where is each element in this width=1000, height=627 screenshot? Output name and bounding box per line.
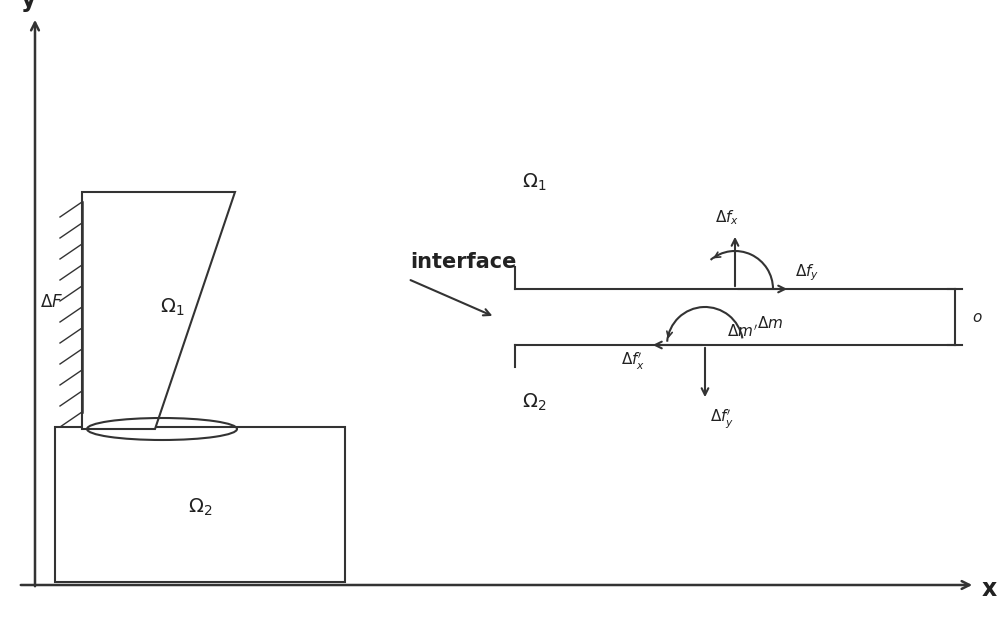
Text: $\Delta f_x$: $\Delta f_x$: [715, 208, 739, 227]
Text: $\Delta F$: $\Delta F$: [40, 293, 64, 311]
Text: $\Omega_2$: $\Omega_2$: [522, 391, 546, 413]
Text: $\Delta f_x'$: $\Delta f_x'$: [621, 351, 645, 372]
Text: $\Delta f_y$: $\Delta f_y$: [795, 263, 819, 283]
Text: interface: interface: [410, 252, 516, 272]
Polygon shape: [82, 192, 235, 429]
Text: y: y: [20, 0, 36, 12]
Text: $\Delta f_y'$: $\Delta f_y'$: [710, 407, 734, 430]
Text: $\Omega_2$: $\Omega_2$: [188, 497, 212, 518]
Bar: [55, 427, 345, 582]
Text: $\Omega_1$: $\Omega_1$: [522, 171, 546, 192]
Text: x: x: [982, 577, 997, 601]
Text: $\Delta m$: $\Delta m$: [757, 315, 783, 331]
Text: $\Delta m'$: $\Delta m'$: [727, 324, 758, 340]
Text: o: o: [972, 310, 981, 325]
Text: $\Omega_1$: $\Omega_1$: [160, 297, 184, 318]
